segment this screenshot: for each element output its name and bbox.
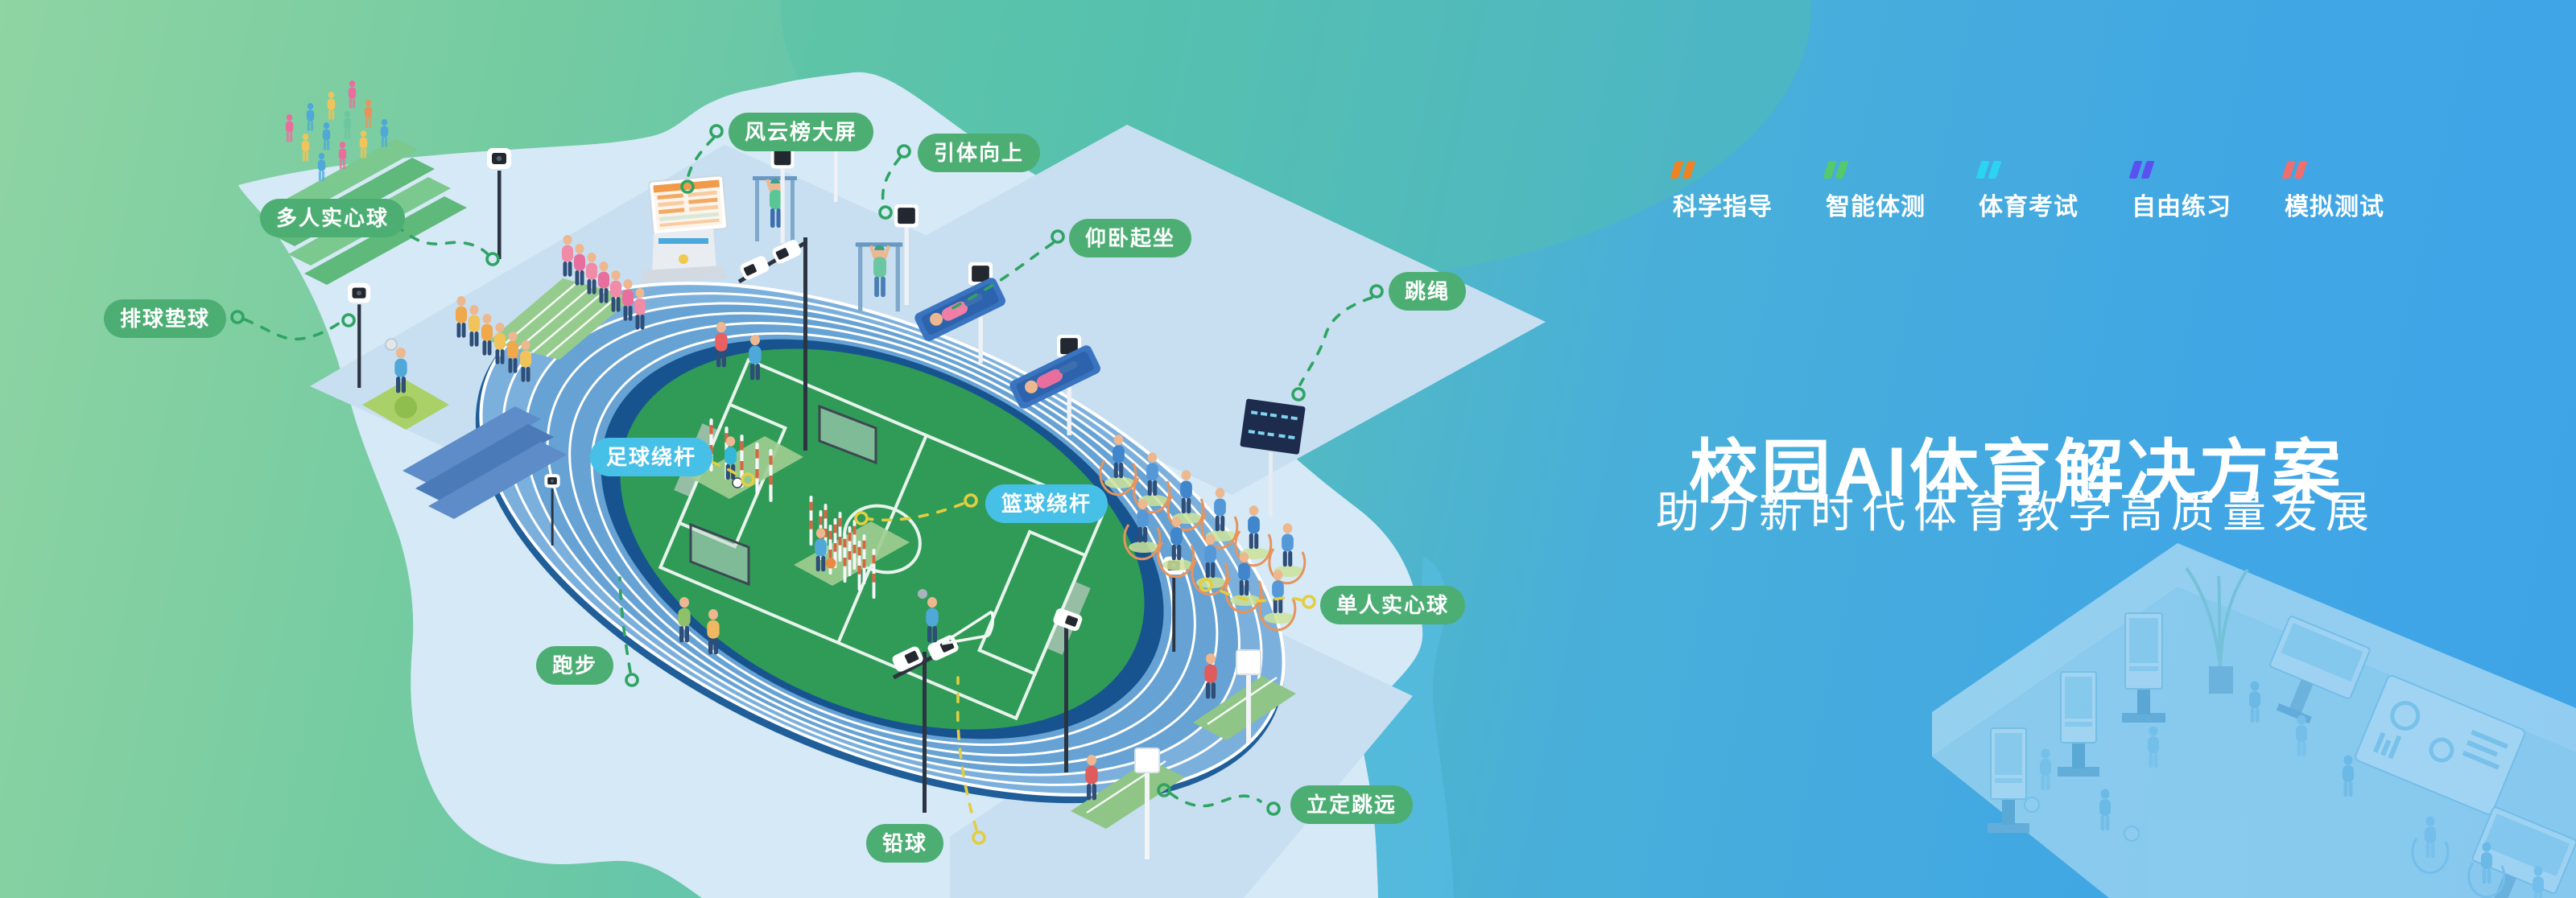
basketball-slalom-station bbox=[794, 496, 910, 599]
station-label-running: 跑步 bbox=[536, 646, 614, 685]
menu-item-mock-test[interactable]: 模拟测试 bbox=[2281, 161, 2384, 222]
station-label-solo-medicine-ball: 单人实心球 bbox=[1320, 586, 1466, 624]
menu-label: 体育考试 bbox=[1979, 194, 2079, 220]
menu-item-free-practice[interactable]: 自由练习 bbox=[2128, 161, 2231, 222]
double-slash-icon bbox=[1823, 161, 1849, 179]
standing-long-jump-station bbox=[1071, 748, 1185, 859]
station-label-rope-skipping: 跳绳 bbox=[1389, 272, 1467, 311]
double-slash-icon bbox=[2128, 161, 2155, 179]
menu-label: 智能体测 bbox=[1826, 194, 1926, 220]
menu-item-science-guidance[interactable]: 科学指导 bbox=[1670, 161, 1773, 222]
menu-item-pe-exam[interactable]: 体育考试 bbox=[1975, 161, 2079, 222]
station-label-basketball-dribble: 篮球绕杆 bbox=[985, 484, 1108, 523]
station-label-pull-ups: 引体向上 bbox=[918, 134, 1041, 172]
shot-put-station bbox=[918, 589, 995, 645]
room-wall-screens bbox=[2269, 616, 2576, 898]
station-label-leaderboard-screen: 风云榜大屏 bbox=[729, 113, 874, 151]
sit-up-station bbox=[914, 278, 1100, 409]
room-people bbox=[2024, 681, 2545, 898]
room-plant bbox=[2185, 566, 2249, 694]
station-label-sit-ups: 仰卧起坐 bbox=[1069, 219, 1192, 257]
volleyball-station bbox=[362, 338, 449, 430]
menu-item-smart-fitness-test[interactable]: 智能体测 bbox=[1823, 161, 1926, 222]
menu-label: 自由练习 bbox=[2132, 194, 2231, 220]
rope-skipping-group bbox=[1099, 435, 1307, 632]
station-label-standing-long-jump: 立定跳远 bbox=[1290, 785, 1414, 824]
station-label-group-medicine-ball: 多人实心球 bbox=[260, 199, 406, 237]
pull-up-station bbox=[753, 176, 903, 312]
training-goals bbox=[689, 404, 877, 587]
leaderboard-kiosk bbox=[641, 175, 729, 283]
menu-label: 科学指导 bbox=[1673, 194, 1773, 220]
page-title: 校园AI体育解决方案 bbox=[1689, 433, 2344, 511]
scoreboard bbox=[1240, 398, 1306, 517]
double-slash-icon bbox=[1670, 161, 1696, 179]
menu-label: 模拟测试 bbox=[2285, 194, 2384, 220]
dual-camera-rig bbox=[737, 237, 807, 451]
bleachers-blue bbox=[402, 406, 567, 519]
feature-menu: 科学指导 智能体测 体育考试 自由练习 模拟测试 bbox=[1670, 161, 2384, 222]
indoor-room bbox=[1932, 543, 2576, 898]
page-subtitle: 助力新时代体育教学高质量发展 bbox=[1656, 488, 2377, 537]
double-slash-icon bbox=[1975, 161, 2002, 179]
station-label-volleyball-bump: 排球垫球 bbox=[104, 299, 227, 338]
station-label-shot-put: 铅球 bbox=[866, 824, 944, 863]
double-slash-icon bbox=[2281, 161, 2308, 179]
station-label-soccer-dribble: 足球绕杆 bbox=[590, 438, 713, 476]
solo-medicine-ball-station bbox=[1193, 649, 1296, 744]
room-kiosks bbox=[1988, 612, 2165, 833]
camera-pole bbox=[1053, 608, 1083, 772]
